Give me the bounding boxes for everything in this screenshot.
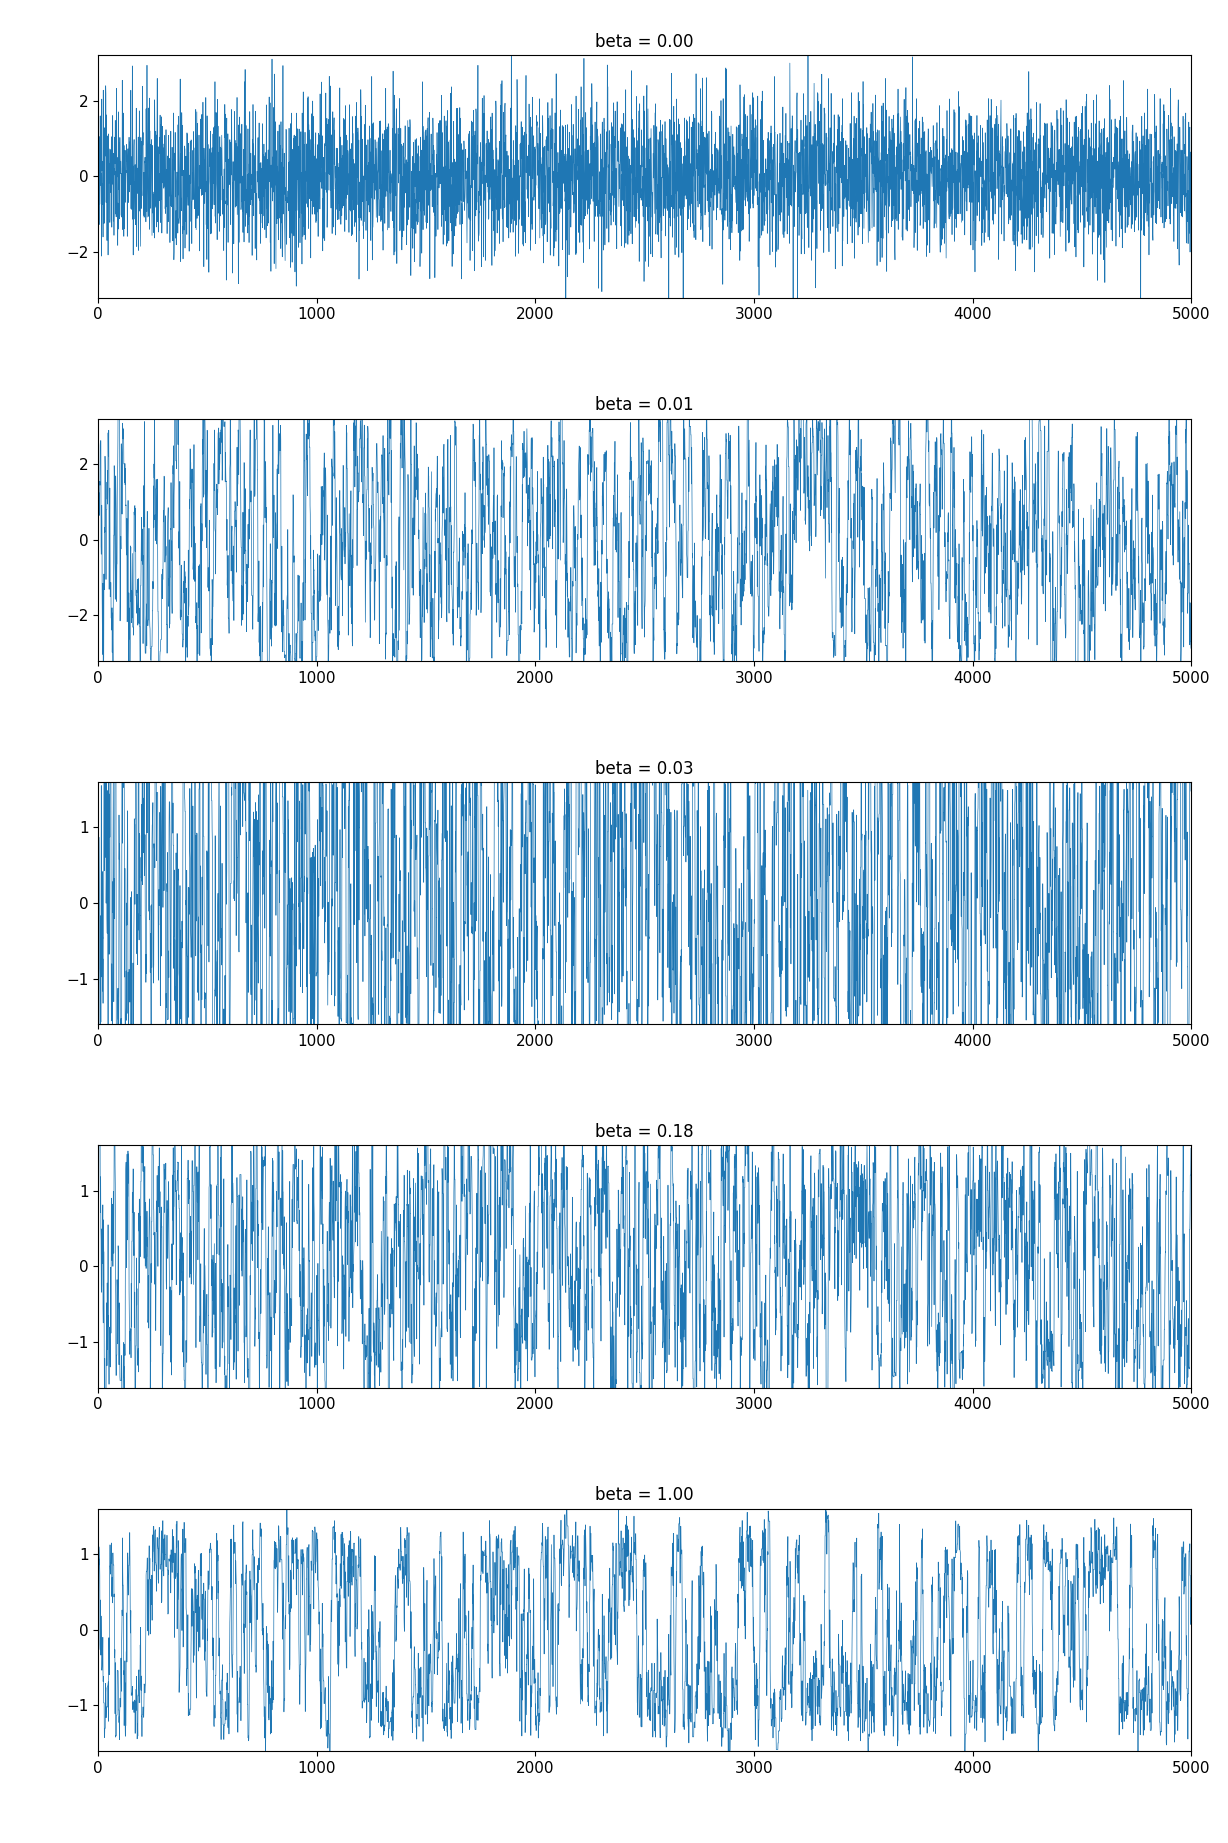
Title: beta = 0.18: beta = 0.18 <box>596 1122 694 1141</box>
Title: beta = 0.00: beta = 0.00 <box>596 33 694 52</box>
Title: beta = 1.00: beta = 1.00 <box>596 1485 694 1504</box>
Title: beta = 0.03: beta = 0.03 <box>596 759 694 778</box>
Title: beta = 0.01: beta = 0.01 <box>596 396 694 415</box>
